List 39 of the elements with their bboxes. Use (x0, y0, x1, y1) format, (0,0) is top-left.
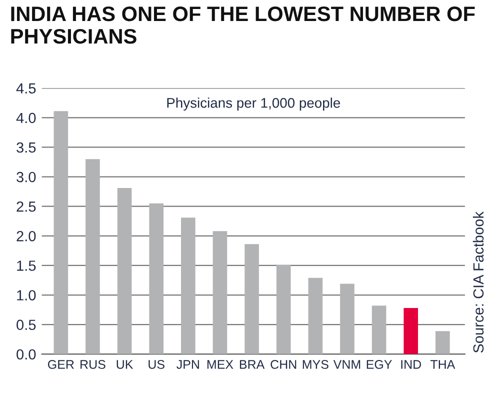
x-tick-label: VNM (333, 360, 360, 369)
x-tick-label: JPN (176, 360, 199, 369)
x-tick-label: THA (430, 360, 456, 369)
y-tick-label: 2.5 (16, 201, 36, 212)
x-tick-label: RUS (80, 360, 106, 369)
source-note: Source: CIA Factbook (472, 211, 484, 353)
annotation: Physicians per 1,000 people (167, 98, 340, 111)
bar (54, 111, 68, 354)
x-tick-label: EGY (366, 360, 392, 369)
bar (404, 308, 418, 354)
x-tick-label: CHN (270, 360, 296, 369)
y-tick-label: 2.0 (16, 231, 36, 242)
x-tick-label: MEX (207, 360, 234, 369)
bar (212, 231, 228, 354)
x-tick-label: US (148, 360, 164, 369)
y-tick-label: 4.5 (16, 83, 36, 94)
y-tick-label: 0.0 (16, 349, 36, 360)
chart-title: INDIA HAS ONE OF THE LOWEST NUMBER OF PHYSICIANS (11, 6, 475, 44)
x-tick-label: BRA (240, 360, 265, 369)
bar (244, 244, 259, 354)
y-tick-label: 3.0 (16, 172, 36, 182)
bar (276, 264, 291, 354)
x-tick-label: MYS (302, 360, 328, 369)
x-tick-label: IND (401, 360, 422, 369)
y-tick-label: 3.5 (16, 142, 36, 153)
x-tick-label: GER (48, 360, 74, 369)
y-tick-label: 4.0 (16, 112, 36, 124)
y-tick-label: 1.5 (17, 260, 36, 271)
bar (340, 284, 354, 354)
y-tick-label: 0.5 (16, 320, 36, 330)
bar (86, 159, 100, 354)
bar (372, 306, 386, 354)
bar (181, 218, 196, 354)
y-tick-label: 1.0 (17, 290, 36, 300)
bar (149, 203, 164, 354)
bar (117, 188, 132, 354)
x-tick-label: UK (116, 360, 134, 369)
bar (436, 331, 450, 354)
bar (308, 278, 323, 354)
